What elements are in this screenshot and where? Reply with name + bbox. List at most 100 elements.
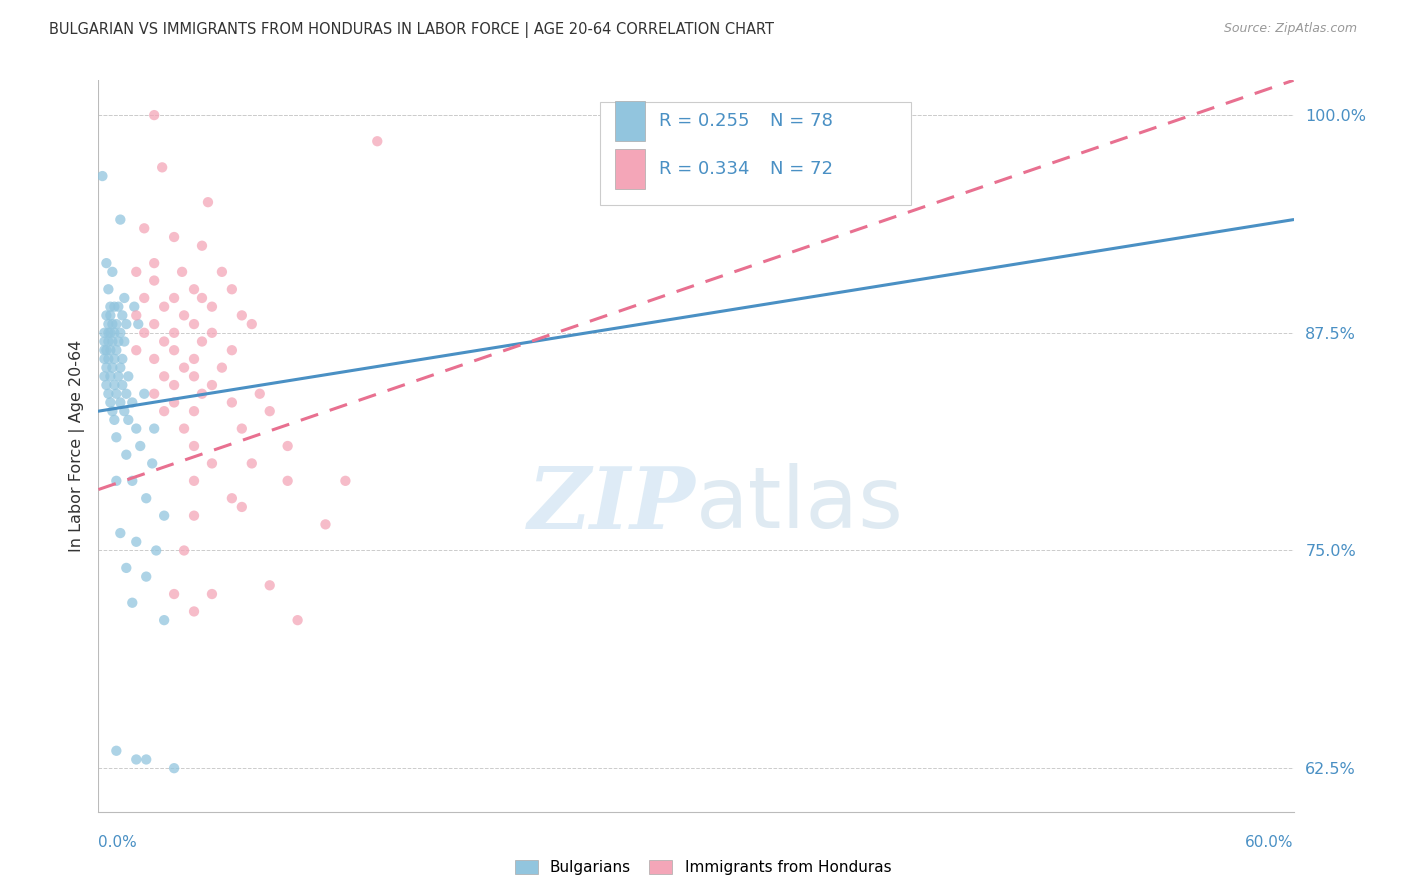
- Point: [97, 282, 120, 296]
- Point: [141, 457, 163, 471]
- Point: [163, 326, 186, 340]
- Point: [143, 317, 166, 331]
- Point: [173, 309, 195, 323]
- Point: [249, 386, 271, 401]
- FancyBboxPatch shape: [600, 103, 911, 204]
- Text: 0.0%: 0.0%: [98, 836, 138, 850]
- Point: [183, 474, 205, 488]
- Point: [134, 291, 156, 305]
- Point: [129, 439, 152, 453]
- Text: N = 72: N = 72: [770, 161, 834, 178]
- Point: [143, 108, 166, 122]
- Point: [134, 386, 156, 401]
- Point: [172, 265, 194, 279]
- Point: [112, 334, 135, 349]
- Text: R = 0.255: R = 0.255: [659, 112, 749, 130]
- Point: [103, 413, 125, 427]
- Point: [201, 378, 224, 392]
- Point: [153, 369, 176, 384]
- Point: [98, 395, 122, 409]
- Point: [143, 386, 166, 401]
- Point: [98, 300, 122, 314]
- Point: [105, 317, 128, 331]
- Point: [221, 395, 243, 409]
- Point: [135, 752, 157, 766]
- Point: [173, 360, 195, 375]
- Point: [211, 360, 233, 375]
- Point: [112, 404, 135, 418]
- Point: [93, 369, 115, 384]
- Text: ZIP: ZIP: [529, 463, 696, 546]
- Point: [221, 343, 243, 358]
- Point: [221, 491, 243, 506]
- Point: [115, 386, 138, 401]
- Point: [111, 309, 134, 323]
- Point: [125, 265, 148, 279]
- Point: [125, 309, 148, 323]
- Point: [121, 474, 143, 488]
- Point: [231, 500, 253, 514]
- Point: [135, 569, 157, 583]
- Point: [93, 343, 115, 358]
- Point: [183, 404, 205, 418]
- Point: [183, 282, 205, 296]
- Point: [211, 265, 233, 279]
- Point: [366, 134, 388, 148]
- Point: [134, 326, 156, 340]
- Point: [191, 848, 214, 863]
- Point: [183, 508, 205, 523]
- Legend: Bulgarians, Immigrants from Honduras: Bulgarians, Immigrants from Honduras: [515, 861, 891, 875]
- Point: [107, 334, 129, 349]
- Point: [163, 343, 186, 358]
- Point: [173, 421, 195, 435]
- Point: [221, 282, 243, 296]
- Point: [135, 491, 157, 506]
- Point: [101, 360, 124, 375]
- Point: [315, 517, 337, 532]
- Text: 60.0%: 60.0%: [1246, 836, 1294, 850]
- Point: [259, 578, 281, 592]
- Text: atlas: atlas: [696, 463, 904, 546]
- Point: [153, 613, 176, 627]
- Point: [153, 300, 176, 314]
- Point: [287, 613, 309, 627]
- Point: [143, 421, 166, 435]
- Point: [163, 761, 186, 775]
- Point: [93, 351, 115, 366]
- Text: R = 0.334: R = 0.334: [659, 161, 749, 178]
- Point: [121, 395, 143, 409]
- Point: [125, 343, 148, 358]
- Point: [191, 386, 214, 401]
- Point: [111, 378, 134, 392]
- Point: [249, 883, 271, 892]
- Point: [97, 386, 120, 401]
- Point: [191, 291, 214, 305]
- Point: [117, 369, 139, 384]
- Point: [105, 386, 128, 401]
- Point: [98, 309, 122, 323]
- Point: [277, 439, 299, 453]
- Point: [96, 343, 118, 358]
- Point: [335, 474, 357, 488]
- Point: [103, 326, 125, 340]
- Point: [191, 334, 214, 349]
- Point: [163, 230, 186, 244]
- Point: [103, 378, 125, 392]
- Point: [91, 169, 114, 183]
- Point: [105, 744, 128, 758]
- Point: [125, 534, 148, 549]
- Point: [173, 543, 195, 558]
- Point: [96, 309, 118, 323]
- Point: [97, 351, 120, 366]
- Point: [117, 413, 139, 427]
- Point: [121, 596, 143, 610]
- Point: [125, 421, 148, 435]
- Point: [153, 508, 176, 523]
- Point: [163, 378, 186, 392]
- Text: Source: ZipAtlas.com: Source: ZipAtlas.com: [1223, 22, 1357, 36]
- Point: [127, 317, 149, 331]
- Point: [125, 752, 148, 766]
- Point: [105, 474, 128, 488]
- Point: [110, 326, 132, 340]
- Point: [201, 326, 224, 340]
